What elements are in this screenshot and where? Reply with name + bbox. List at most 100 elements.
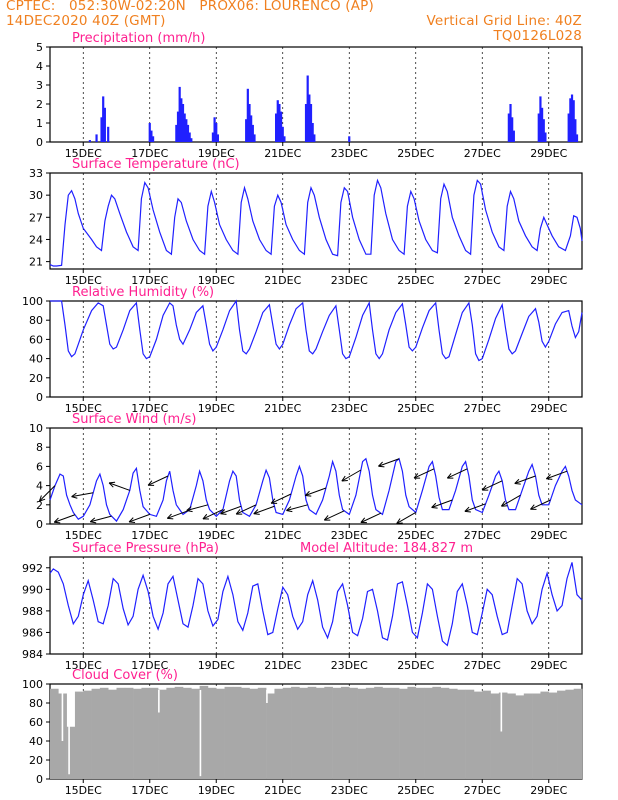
press-y-tick-label: 984 [22, 648, 43, 661]
press-y-tick-label: 990 [22, 583, 43, 596]
precip-frame [49, 46, 583, 143]
precip-bar [308, 94, 311, 142]
press-subtitle: Model Altitude: 184.827 m [300, 541, 473, 556]
wind-x-tick-label: 27DEC [464, 529, 501, 542]
temp-x-tick-label: 19DEC [198, 274, 235, 287]
cloud-bar [66, 726, 76, 779]
cloud-x-tick-label: 17DEC [131, 784, 168, 797]
wind-title: Surface Wind (m/s) [72, 412, 196, 427]
wind-frame [49, 427, 583, 525]
precip-bar [246, 88, 249, 142]
cloud-bar [399, 688, 408, 779]
precip-bar [304, 104, 308, 142]
precip-bar [509, 104, 512, 142]
rh-x-tick-label: 29DEC [530, 402, 567, 415]
cloud-bar [191, 688, 200, 779]
cloud-bar [565, 689, 574, 779]
rh-frame [49, 300, 583, 398]
rh-x-tick-label: 21DEC [264, 402, 301, 415]
precip-x-tick-label: 23DEC [331, 147, 368, 160]
precip-bar [188, 132, 191, 142]
precip-x-tick-label: 29DEC [530, 147, 567, 160]
press-x-tick-label: 15DEC [65, 659, 102, 672]
wind-arrow [323, 510, 345, 521]
wind-arrow [89, 515, 112, 524]
cloud-bar [573, 688, 583, 779]
precip-y-tick-label: 0 [36, 136, 43, 149]
wind-y-tick-label: 4 [36, 480, 43, 493]
precip-bar [541, 107, 544, 142]
precip-bar [570, 94, 574, 142]
cloud-y-tick-label: 80 [29, 697, 43, 710]
cloud-y-tick-label: 60 [29, 716, 43, 729]
wind-arrow [446, 468, 468, 479]
precip-bar [180, 98, 183, 142]
cloud-bar [490, 693, 500, 779]
precip-bar [216, 134, 220, 142]
rh-x-tick-label: 17DEC [131, 402, 168, 415]
rh-x-tick-label: 25DEC [397, 402, 434, 415]
cloud-title: Cloud Cover (%) [72, 668, 178, 683]
precip-bar [512, 130, 515, 142]
wind-x-tick-label: 25DEC [397, 529, 434, 542]
precip-bar [544, 132, 547, 142]
wind-arrow [360, 512, 382, 524]
cloud-bar [141, 687, 151, 779]
precip-x-tick-label: 21DEC [264, 147, 301, 160]
wind-arrow [341, 469, 362, 482]
rh-series-line [50, 299, 583, 362]
cloud-bar [224, 686, 234, 779]
temp-y-tick-label: 33 [29, 167, 43, 180]
precip-bar [574, 119, 577, 142]
wind-y-tick-label: 0 [36, 518, 43, 531]
cloud-bar [473, 691, 483, 779]
precip-bar [542, 119, 545, 142]
wind-arrow [147, 475, 169, 486]
temp-x-tick-label: 17DEC [131, 274, 168, 287]
precip-bar [276, 100, 279, 142]
press-y-tick-label: 992 [22, 562, 43, 575]
rh-y-tick-label: 0 [36, 391, 43, 404]
cloud-bar [515, 695, 525, 779]
cloud-bar [83, 690, 92, 779]
wind-arrow [501, 494, 521, 507]
wind-x-tick-label: 23DEC [331, 529, 368, 542]
cloud-bar [498, 692, 508, 779]
wind-arrow [270, 493, 292, 504]
temp-x-tick-label: 23DEC [331, 274, 368, 287]
cloud-bar [332, 687, 342, 779]
temp-frame [49, 172, 583, 270]
precip-x-tick-label: 15DEC [65, 147, 102, 160]
cloud-bar [415, 687, 425, 779]
cloud-bar [324, 686, 333, 779]
cloud-bar [249, 688, 259, 779]
rh-y-tick-label: 40 [29, 353, 43, 366]
cloud-bar [374, 686, 383, 779]
precip-bar [213, 117, 216, 142]
temp-y-tick-label: 30 [29, 189, 43, 202]
precip-bar [567, 113, 570, 142]
cloud-bar [199, 685, 209, 779]
wind-arrow [378, 458, 400, 468]
temp-x-tick-label: 29DEC [530, 274, 567, 287]
cloud-x-tick-label: 29DEC [530, 784, 567, 797]
cloud-bar [507, 693, 516, 779]
precip-bar [88, 140, 91, 142]
precip-bar [150, 130, 153, 142]
cloud-bar [291, 686, 300, 779]
wind-y-tick-label: 8 [36, 441, 43, 454]
precip-y-tick-label: 4 [36, 60, 43, 73]
press-x-tick-label: 21DEC [264, 659, 301, 672]
precip-bar [103, 107, 106, 142]
cloud-x-tick-label: 25DEC [397, 784, 434, 797]
cloud-bar [232, 686, 242, 779]
wind-y-tick-label: 6 [36, 460, 43, 473]
cloud-dropout [500, 690, 503, 732]
precip-bar [148, 123, 151, 142]
cloud-bar [340, 686, 350, 779]
press-x-tick-label: 27DEC [464, 659, 501, 672]
wind-arrow [514, 475, 536, 485]
precip-bar [539, 96, 542, 142]
precip-bar [507, 113, 510, 142]
